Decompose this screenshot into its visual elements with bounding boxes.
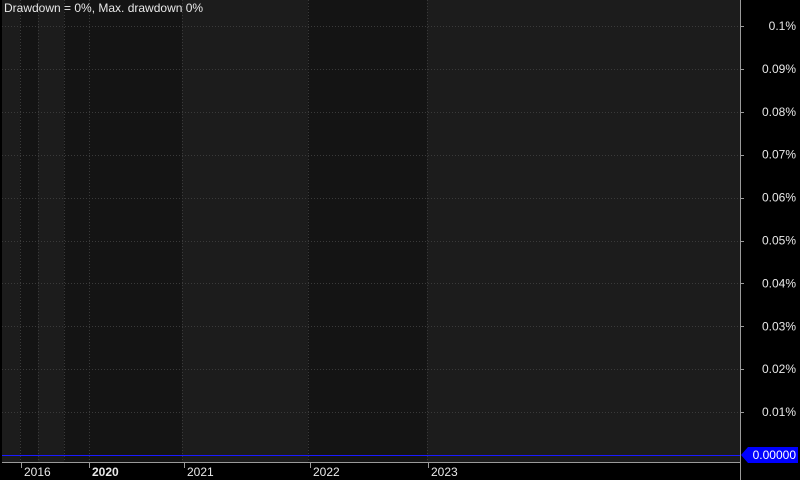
y-tick-label: 0.09% [762, 62, 796, 76]
y-tick-label: 0.1% [769, 19, 797, 33]
y-tick-label: 0.01% [762, 405, 796, 419]
x-tick-label: 2023 [431, 465, 458, 479]
chart-title: Drawdown = 0%, Max. drawdown 0% [4, 1, 204, 15]
x-tick-label: 2022 [313, 465, 340, 479]
y-tick-label: 0.08% [762, 105, 796, 119]
time-band [89, 0, 182, 462]
y-tick-label: 0.03% [762, 319, 796, 333]
last-value-badge [741, 447, 798, 463]
time-band [20, 0, 38, 462]
x-tick-label: 2020 [92, 465, 119, 479]
time-band [38, 0, 64, 462]
y-tick-label: 0.05% [762, 234, 796, 248]
time-band [64, 0, 89, 462]
last-value-label: 0.00000 [753, 448, 797, 462]
time-band [427, 0, 740, 462]
y-tick-label: 0.06% [762, 191, 796, 205]
y-tick-label: 0.02% [762, 362, 796, 376]
y-tick-label: 0.07% [762, 148, 796, 162]
x-tick-label: 2016 [24, 465, 51, 479]
x-tick-label: 2021 [187, 465, 214, 479]
time-band [308, 0, 427, 462]
time-band [182, 0, 308, 462]
y-tick-label: 0.04% [762, 276, 796, 290]
